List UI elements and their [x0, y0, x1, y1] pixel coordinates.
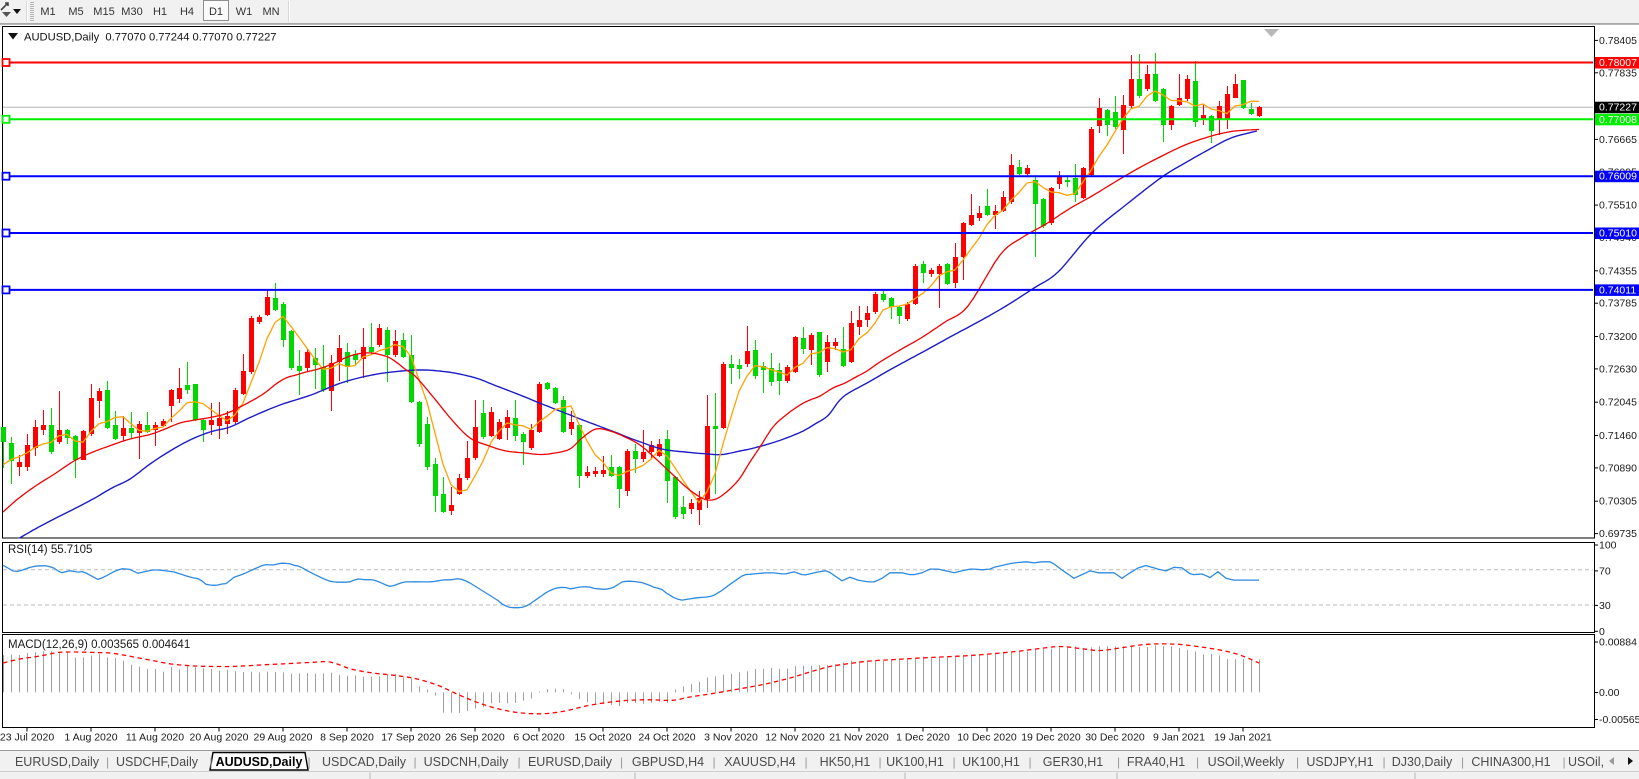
svg-text:|: | — [517, 755, 520, 769]
svg-text:EURUSD,Daily: EURUSD,Daily — [15, 755, 100, 769]
svg-text:0.74011: 0.74011 — [1599, 284, 1636, 296]
svg-text:70: 70 — [1599, 565, 1611, 577]
svg-text:24 Oct 2020: 24 Oct 2020 — [638, 732, 695, 744]
svg-text:17 Sep 2020: 17 Sep 2020 — [381, 732, 441, 744]
svg-text:M1: M1 — [40, 6, 55, 18]
svg-text:USDCAD,Daily: USDCAD,Daily — [322, 755, 407, 769]
svg-text:0.76009: 0.76009 — [1599, 171, 1637, 183]
svg-text:30: 30 — [1599, 600, 1611, 612]
svg-text:USDCHF,Daily: USDCHF,Daily — [116, 755, 199, 769]
svg-text:|: | — [1028, 755, 1031, 769]
svg-text:MN: MN — [262, 6, 279, 18]
svg-text:AUDUSD,Daily 0.77070 0.77244: AUDUSD,Daily 0.77070 0.77244 0.77070 0.7… — [24, 32, 277, 44]
svg-text:30 Dec 2020: 30 Dec 2020 — [1085, 732, 1145, 744]
svg-text:AUDUSD,Daily: AUDUSD,Daily — [216, 755, 303, 769]
svg-text:23 Jul 2020: 23 Jul 2020 — [0, 732, 54, 744]
svg-text:FRA40,H1: FRA40,H1 — [1127, 755, 1185, 769]
svg-text:100: 100 — [1599, 540, 1617, 552]
svg-text:|: | — [1296, 755, 1299, 769]
svg-text:GBPUSD,H4: GBPUSD,H4 — [632, 755, 704, 769]
svg-text:0.73200: 0.73200 — [1599, 331, 1637, 343]
svg-text:15 Oct 2020: 15 Oct 2020 — [574, 732, 631, 744]
svg-text:|: | — [620, 755, 623, 769]
svg-text:|: | — [106, 755, 109, 769]
svg-text:0.69735: 0.69735 — [1599, 528, 1637, 540]
svg-text:8 Sep 2020: 8 Sep 2020 — [320, 732, 374, 744]
svg-text:0: 0 — [1599, 626, 1605, 638]
svg-text:0.78007: 0.78007 — [1599, 57, 1637, 69]
svg-text:M15: M15 — [93, 6, 114, 18]
svg-text:USDCNH,Daily: USDCNH,Daily — [424, 755, 509, 769]
svg-text:|: | — [413, 755, 416, 769]
svg-text:|: | — [878, 755, 881, 769]
svg-text:1 Dec 2020: 1 Dec 2020 — [896, 732, 950, 744]
svg-text:|: | — [1196, 755, 1199, 769]
svg-text:0.72045: 0.72045 — [1599, 397, 1637, 409]
svg-text:11 Aug 2020: 11 Aug 2020 — [126, 732, 184, 744]
svg-text:|: | — [804, 755, 807, 769]
svg-text:0.72630: 0.72630 — [1599, 363, 1637, 375]
svg-text:0.77835: 0.77835 — [1599, 67, 1637, 79]
svg-text:0.74355: 0.74355 — [1599, 265, 1637, 277]
svg-text:USOil,Weekly: USOil,Weekly — [1208, 755, 1286, 769]
svg-text:HK50,H1: HK50,H1 — [820, 755, 871, 769]
svg-text:19 Dec 2020: 19 Dec 2020 — [1021, 732, 1081, 744]
svg-text:|: | — [307, 755, 310, 769]
svg-text:9 Jan 2021: 9 Jan 2021 — [1153, 732, 1205, 744]
svg-text:6 Oct 2020: 6 Oct 2020 — [513, 732, 565, 744]
svg-text:-0.005651: -0.005651 — [1599, 714, 1639, 726]
svg-text:20 Aug 2020: 20 Aug 2020 — [190, 732, 249, 744]
svg-text:H4: H4 — [180, 6, 194, 18]
svg-text:0.75510: 0.75510 — [1599, 200, 1637, 212]
svg-text:26 Sep 2020: 26 Sep 2020 — [445, 732, 505, 744]
svg-text:10 Dec 2020: 10 Dec 2020 — [957, 732, 1017, 744]
svg-text:GER30,H1: GER30,H1 — [1043, 755, 1103, 769]
svg-text:|: | — [1382, 755, 1385, 769]
svg-text:H1: H1 — [153, 6, 167, 18]
svg-text:0.00: 0.00 — [1599, 687, 1620, 699]
svg-text:0.70305: 0.70305 — [1599, 496, 1637, 508]
svg-text:|: | — [1117, 755, 1120, 769]
svg-text:RSI(14) 55.7105: RSI(14) 55.7105 — [8, 544, 92, 556]
svg-text:0.73785: 0.73785 — [1599, 298, 1637, 310]
svg-text:USDJPY,H1: USDJPY,H1 — [1306, 755, 1373, 769]
svg-text:DJ30,Daily: DJ30,Daily — [1392, 755, 1453, 769]
svg-text:0.00884: 0.00884 — [1599, 637, 1637, 649]
svg-text:0.75010: 0.75010 — [1599, 228, 1637, 240]
svg-text:|: | — [1461, 755, 1464, 769]
svg-text:1 Aug 2020: 1 Aug 2020 — [64, 732, 117, 744]
svg-text:29 Aug 2020: 29 Aug 2020 — [254, 732, 313, 744]
svg-text:3 Nov 2020: 3 Nov 2020 — [704, 732, 758, 744]
svg-text:D1: D1 — [209, 6, 223, 18]
svg-text:|: | — [209, 755, 212, 769]
svg-text:MACD(12,26,9) 0.003565 0.00464: MACD(12,26,9) 0.003565 0.004641 — [8, 639, 190, 651]
svg-text:M30: M30 — [121, 6, 142, 18]
svg-text:XAUUSD,H4: XAUUSD,H4 — [724, 755, 796, 769]
svg-text:0.71460: 0.71460 — [1599, 430, 1637, 442]
svg-text:|: | — [952, 755, 955, 769]
svg-text:0.70890: 0.70890 — [1599, 462, 1637, 474]
svg-text:19 Jan 2021: 19 Jan 2021 — [1214, 732, 1272, 744]
svg-text:12 Nov 2020: 12 Nov 2020 — [765, 732, 825, 744]
svg-text:|: | — [712, 755, 715, 769]
svg-text:0.77227: 0.77227 — [1599, 102, 1637, 114]
svg-text:CHINA300,H1: CHINA300,H1 — [1471, 755, 1550, 769]
svg-text:0.78405: 0.78405 — [1599, 35, 1637, 47]
svg-text:USOil,: USOil, — [1568, 755, 1604, 769]
svg-text:W1: W1 — [236, 6, 253, 18]
svg-text:UK100,H1: UK100,H1 — [962, 755, 1020, 769]
svg-text:UK100,H1: UK100,H1 — [886, 755, 944, 769]
svg-text:0.77008: 0.77008 — [1599, 114, 1637, 126]
svg-text:M5: M5 — [68, 6, 83, 18]
svg-text:EURUSD,Daily: EURUSD,Daily — [528, 755, 613, 769]
svg-text:0.76665: 0.76665 — [1599, 134, 1637, 146]
svg-text:|: | — [1562, 755, 1565, 769]
svg-text:21 Nov 2020: 21 Nov 2020 — [829, 732, 889, 744]
